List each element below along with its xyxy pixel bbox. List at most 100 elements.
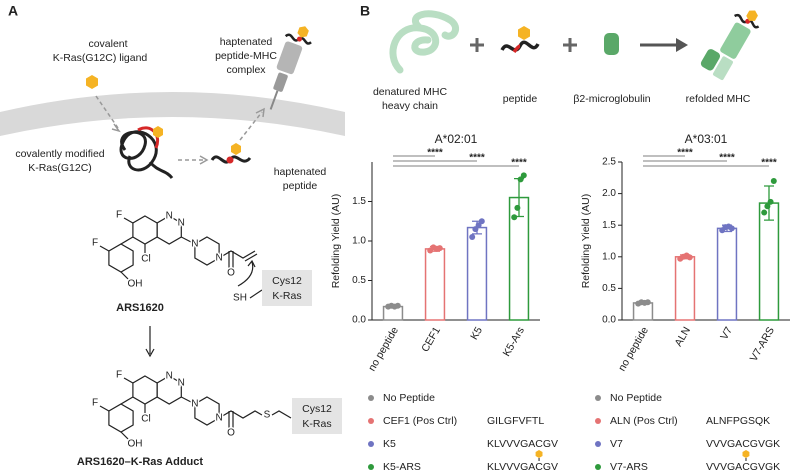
label: peptide (283, 180, 318, 192)
chart-title: A*03:01 (685, 132, 728, 146)
hapten-icon (518, 26, 530, 40)
refolded-mhc-icon (700, 10, 760, 80)
x-tick-label: V7 (718, 325, 735, 342)
y-tick-label: 0.0 (352, 315, 366, 326)
b2m-icon (604, 33, 619, 55)
label: peptide (503, 93, 538, 105)
arrow-head (255, 107, 265, 118)
atom-label: F (116, 370, 122, 381)
sequence: GVGK (750, 461, 780, 473)
chart-title: A*02:01 (435, 132, 478, 146)
arrow-head (247, 259, 256, 268)
legend-label: V7 (610, 438, 623, 450)
ring (156, 375, 182, 405)
x-tick-label: K5-Ars (501, 325, 527, 359)
label: K-Ras(G12C) (28, 162, 92, 174)
significance-label: **** (469, 153, 485, 164)
significance-label: **** (677, 148, 693, 159)
legend-marker (595, 395, 601, 401)
label: covalently modified (15, 148, 104, 160)
sequence: VVVGA (706, 461, 742, 473)
data-point (764, 203, 771, 210)
atom-label: O (227, 268, 235, 279)
label: K-Ras (272, 290, 301, 302)
ligand-icon (86, 75, 98, 89)
legend-marker (595, 464, 601, 470)
label: heavy chain (382, 100, 438, 112)
data-point (767, 198, 774, 205)
data-point (478, 218, 485, 225)
x-tick-label: V7-ARS (748, 325, 777, 364)
x-tick-label: ALN (672, 325, 693, 349)
atom-label: F (92, 398, 98, 409)
y-tick-label: 2.5 (602, 157, 616, 168)
ring (132, 215, 158, 245)
ring (194, 396, 220, 426)
structure (99, 217, 258, 280)
atom-label: OH (128, 439, 143, 450)
legend-marker (595, 441, 601, 447)
label: K-Ras(G12C) ligand (53, 52, 148, 64)
ring (156, 215, 182, 245)
atom-label: N (215, 253, 222, 264)
sequence: C (742, 461, 750, 473)
hapten-icon (535, 450, 543, 458)
arrow (239, 111, 263, 141)
plus (563, 38, 577, 52)
bonds (237, 261, 263, 299)
hapten-icon (742, 450, 750, 458)
mhc-complex (269, 26, 312, 110)
ring (132, 375, 158, 405)
peptide-segment (512, 44, 521, 54)
legend-marker (368, 441, 374, 447)
y-tick-label: 1.5 (602, 220, 616, 231)
significance-label: **** (761, 158, 777, 169)
atom-label: F (116, 210, 122, 221)
arrow-head (676, 38, 688, 52)
data-point (728, 225, 735, 232)
atom-label: N (191, 239, 198, 250)
compound-name: ARS1620 (116, 302, 164, 314)
y-tick-label: 0.0 (602, 315, 616, 326)
label: complex (226, 64, 266, 76)
bar (716, 227, 738, 321)
sequence: C (535, 438, 543, 450)
sequence: C (742, 438, 750, 450)
legend-marker (368, 418, 374, 424)
data-point (686, 254, 693, 261)
atom-label: S (264, 410, 271, 421)
hapten-icon (231, 143, 241, 155)
label: denatured MHC (373, 86, 448, 98)
protein (119, 130, 174, 179)
y-tick-label: 2.0 (602, 188, 616, 199)
legend-label: CEF1 (Pos Ctrl) (383, 415, 457, 427)
sequence: ALNFPGSQK (706, 415, 770, 427)
sequence: C (535, 461, 543, 473)
atom-label: Cl (141, 414, 150, 425)
legend-label: V7-ARS (610, 461, 648, 473)
significance-label: **** (427, 148, 443, 159)
atom-label: N (166, 211, 173, 222)
x-tick-label: K5 (468, 325, 485, 342)
legend-marker (368, 464, 374, 470)
panel-label: B (360, 3, 370, 19)
legend-label: ALN (Pos Ctrl) (610, 415, 678, 427)
data-point (644, 299, 651, 306)
atom-label: N (215, 413, 222, 424)
ring (108, 243, 134, 273)
data-point (469, 234, 476, 241)
label: peptide-MHC (215, 50, 277, 62)
bar (674, 256, 696, 321)
hapten-site (226, 156, 234, 164)
atom-label: N (166, 371, 173, 382)
data-point (770, 177, 777, 184)
sequence: KLVVVGA (487, 438, 535, 450)
hapten-icon (153, 126, 163, 138)
y-tick-label: 0.5 (352, 275, 366, 286)
atom-label: N (178, 378, 185, 389)
data-point (514, 204, 521, 211)
sequence: KLVVVGA (487, 461, 535, 473)
y-axis-label: Refolding Yield (AU) (580, 194, 592, 289)
legend-marker (595, 418, 601, 424)
sequence: GVGK (750, 438, 780, 450)
